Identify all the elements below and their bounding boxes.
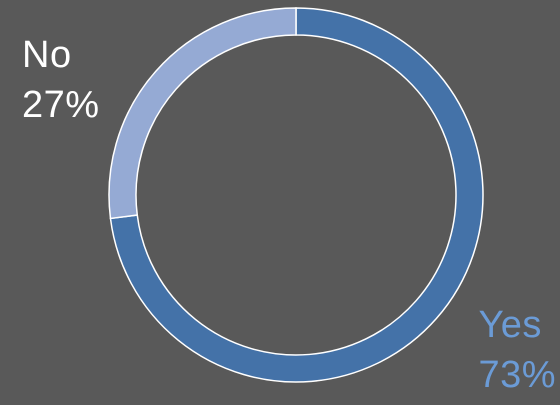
slice-value-yes: 73% [478, 354, 556, 396]
slice-name-yes: Yes [478, 304, 542, 346]
donut-slices [108, 7, 484, 383]
slice-value-no: 27% [22, 84, 100, 126]
donut-slice-yes [109, 7, 484, 383]
donut-slice-no [108, 7, 297, 220]
slice-label-yes: Yes 73% [478, 300, 556, 400]
slice-label-no: No 27% [22, 30, 100, 130]
slice-name-no: No [22, 34, 72, 76]
